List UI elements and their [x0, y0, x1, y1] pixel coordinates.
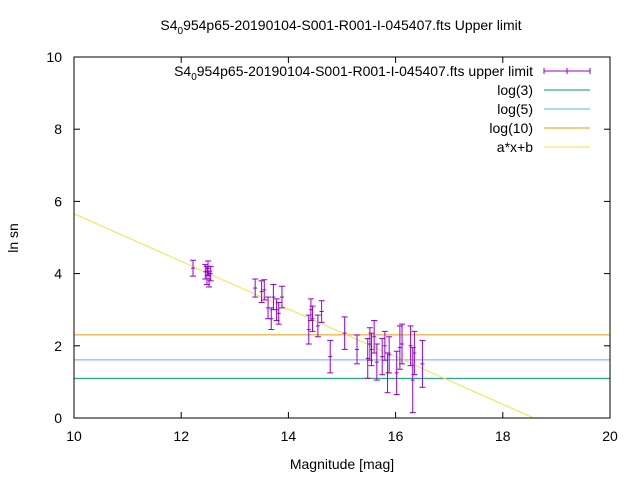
legend-entry-3: log(10) [489, 120, 590, 136]
x-tick-label-1: 12 [173, 428, 189, 444]
data-point-31 [386, 336, 393, 374]
data-point-33 [396, 325, 403, 370]
y-axis: 0 2 4 6 8 10 [46, 49, 610, 426]
x-tick-label-5: 20 [602, 428, 618, 444]
data-point-20 [327, 339, 334, 374]
data-point-34 [399, 323, 406, 365]
x-axis-label: Magnitude [mag] [290, 456, 394, 472]
legend-entry-4: a*x+b [497, 139, 590, 155]
legend: S40954p65-20190104-S001-R001-I-045407.ft… [174, 63, 591, 155]
data-point-14 [278, 285, 285, 309]
data-point-36 [409, 347, 416, 414]
legend-label-4: a*x+b [497, 139, 533, 155]
data-point-3 [205, 260, 211, 276]
data-point-28 [379, 338, 386, 376]
data-point-17 [309, 305, 316, 332]
data-point-27 [373, 343, 380, 381]
data-point-29 [381, 330, 388, 361]
y-axis-label: ln sn [5, 223, 21, 253]
data-point-5 [207, 265, 214, 282]
fit-line [74, 213, 535, 418]
chart-title-prefix: S4 [160, 17, 177, 33]
y-tick-label-2: 4 [54, 266, 62, 282]
data-point-38 [419, 339, 426, 388]
data-point-22 [354, 334, 361, 365]
data-point-32 [393, 350, 400, 396]
legend-label-3: log(10) [489, 120, 533, 136]
legend-entry-2: log(5) [497, 101, 590, 117]
y-tick-label-1: 2 [54, 338, 62, 354]
data-point-0 [189, 259, 196, 277]
data-point-25 [368, 332, 375, 367]
data-point-21 [341, 316, 348, 350]
data-point-13 [275, 301, 282, 325]
chart-title: S40954p65-20190104-S001-R001-I-045407.ft… [160, 17, 521, 37]
chart-title-rest: 954p65-20190104-S001-R001-I-045407.fts U… [183, 17, 522, 33]
y-tick-label-5: 10 [46, 49, 62, 65]
data-point-6 [252, 278, 259, 298]
series-layer [74, 213, 610, 418]
data-point-7 [258, 280, 265, 303]
y-tick-label-0: 0 [54, 410, 62, 426]
data-point-18 [314, 314, 321, 338]
legend-entry-0: S40954p65-20190104-S001-R001-I-045407.ft… [174, 63, 591, 83]
plot-frame [73, 56, 611, 419]
legend-label-1: log(3) [497, 82, 533, 98]
x-axis: 10 12 14 16 18 20 [66, 57, 618, 444]
data-point-10 [268, 307, 275, 331]
x-tick-label-4: 18 [495, 428, 511, 444]
x-tick-label-3: 16 [388, 428, 404, 444]
legend-label-0: S40954p65-20190104-S001-R001-I-045407.ft… [174, 63, 533, 83]
x-tick-label-2: 14 [281, 428, 297, 444]
y-tick-label-4: 8 [54, 121, 62, 137]
data-point-26 [371, 320, 378, 354]
chart-title-subscript: 0 [178, 26, 184, 37]
data-point-19 [318, 300, 325, 323]
x-tick-label-0: 10 [66, 428, 82, 444]
legend-label-2: log(5) [497, 101, 533, 117]
legend-entry-1: log(3) [497, 82, 590, 98]
data-point-8 [261, 279, 268, 301]
data-point-11 [270, 283, 277, 311]
y-tick-label-3: 6 [54, 193, 62, 209]
data-point-37 [411, 330, 418, 376]
